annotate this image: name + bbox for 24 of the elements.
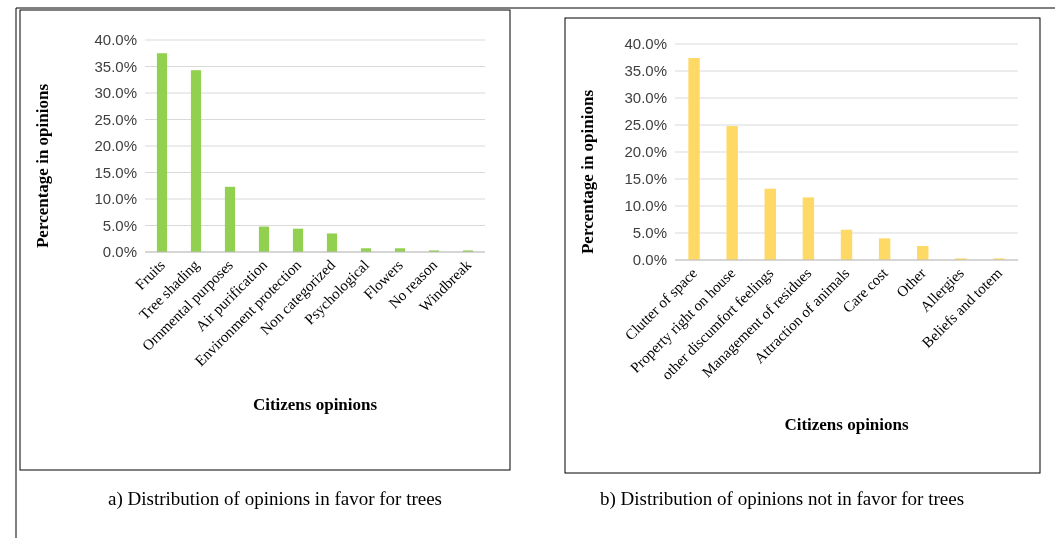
- y-axis-title: Percentage in opinions: [578, 89, 597, 255]
- x-axis-title: Citizens opinions: [784, 415, 909, 434]
- text: a) Distribution of opinions in favor for trees: [107, 488, 443, 510]
- text: b) Distribution of opinions not in favor for trees: [599, 488, 965, 510]
- y-tick-label: 15.0%: [624, 170, 667, 188]
- y-tick-label: 20.0%: [624, 143, 667, 161]
- y-tick-label: 10.0%: [624, 197, 667, 215]
- y-tick-label: 0.0%: [102, 243, 137, 261]
- y-tick-label: 35.0%: [624, 62, 667, 80]
- x-axis-title: Citizens opinions: [252, 395, 378, 414]
- y-tick-label: 0.0%: [632, 251, 667, 269]
- y-tick-label: 35.0%: [94, 57, 137, 75]
- y-tick-label: 25.0%: [624, 116, 667, 134]
- y-tick-label: 15.0%: [94, 163, 137, 181]
- y-tick-label: 5.0%: [102, 216, 137, 234]
- y-tick-label: 20.0%: [94, 137, 137, 155]
- y-tick-label: 30.0%: [94, 84, 137, 102]
- y-axis-title: Percentage in opinions: [33, 83, 52, 249]
- y-tick-label: 40.0%: [624, 35, 667, 53]
- y-tick-label: 5.0%: [632, 224, 667, 242]
- y-tick-label: 25.0%: [94, 110, 137, 128]
- y-tick-label: 30.0%: [624, 89, 667, 107]
- y-tick-label: 40.0%: [94, 31, 137, 49]
- y-tick-label: 10.0%: [94, 190, 137, 208]
